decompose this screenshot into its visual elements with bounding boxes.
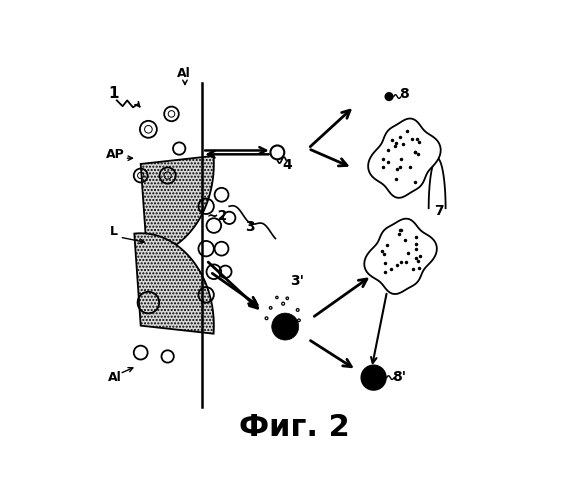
Circle shape bbox=[265, 317, 268, 320]
Text: 7: 7 bbox=[434, 204, 444, 218]
Circle shape bbox=[272, 313, 298, 340]
Circle shape bbox=[296, 308, 299, 312]
Polygon shape bbox=[141, 156, 214, 256]
Text: 3': 3' bbox=[290, 274, 304, 288]
Polygon shape bbox=[368, 118, 440, 198]
Text: Al: Al bbox=[108, 372, 122, 384]
Circle shape bbox=[288, 328, 290, 331]
Text: 3: 3 bbox=[244, 220, 254, 234]
Circle shape bbox=[269, 306, 272, 309]
Text: 4: 4 bbox=[283, 328, 293, 342]
Polygon shape bbox=[135, 234, 214, 334]
Text: 8: 8 bbox=[398, 88, 408, 102]
Circle shape bbox=[274, 328, 276, 330]
Circle shape bbox=[385, 92, 393, 100]
Text: 8': 8' bbox=[392, 370, 406, 384]
Text: L: L bbox=[110, 225, 118, 238]
Text: ~2: ~2 bbox=[206, 209, 228, 223]
Text: 4: 4 bbox=[282, 158, 292, 172]
Circle shape bbox=[286, 297, 289, 300]
Circle shape bbox=[361, 366, 386, 390]
Circle shape bbox=[282, 302, 285, 305]
Circle shape bbox=[276, 296, 278, 298]
Text: 1: 1 bbox=[108, 86, 118, 102]
Text: Al: Al bbox=[177, 68, 191, 80]
Text: Фиг. 2: Фиг. 2 bbox=[239, 413, 350, 442]
Polygon shape bbox=[364, 218, 437, 294]
Text: AP: AP bbox=[106, 148, 125, 161]
Circle shape bbox=[298, 319, 300, 322]
